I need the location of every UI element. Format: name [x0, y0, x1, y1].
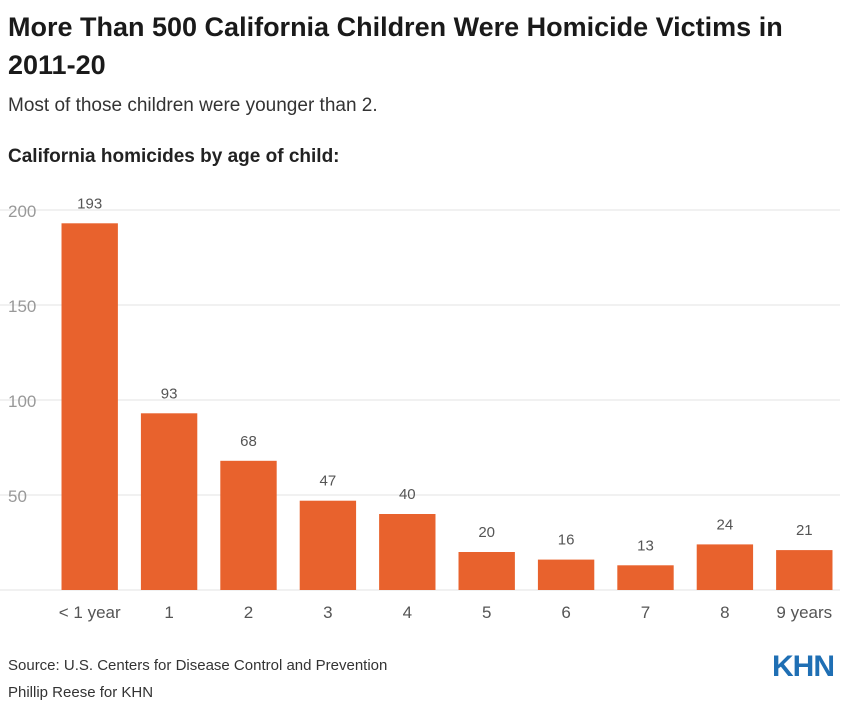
- y-axis-ticks: 50 100 150 200: [8, 202, 36, 506]
- data-label: 93: [161, 385, 178, 402]
- y-tick-label: 150: [8, 297, 36, 316]
- y-tick-label: 100: [8, 392, 36, 411]
- x-tick-label: 2: [244, 603, 253, 622]
- data-labels: 193 93 68 47 40 20 16 13 24 21: [77, 195, 812, 554]
- bar: [537, 559, 595, 590]
- data-label: 20: [478, 524, 495, 541]
- x-tick-label: 3: [323, 603, 332, 622]
- x-axis-ticks: < 1 year 1 2 3 4 5 6 7 8 9 years: [59, 603, 832, 622]
- chart-title: More Than 500 California Children Were H…: [8, 12, 783, 80]
- bar: [617, 565, 674, 590]
- x-tick-label: 4: [403, 603, 412, 622]
- bar: [458, 552, 515, 590]
- source-note: Source: U.S. Centers for Disease Control…: [8, 657, 388, 674]
- bar: [61, 223, 118, 591]
- data-label: 24: [717, 516, 734, 533]
- data-label: 21: [796, 522, 813, 539]
- data-label: 40: [399, 486, 416, 503]
- x-tick-label: 1: [164, 603, 173, 622]
- data-label: 68: [240, 433, 257, 450]
- x-tick-label: 7: [641, 603, 650, 622]
- data-label: 13: [637, 537, 654, 554]
- x-tick-label: 9 years: [776, 603, 832, 622]
- x-tick-label: 5: [482, 603, 491, 622]
- credit-note: Phillip Reese for KHN: [8, 684, 154, 701]
- data-label: 16: [558, 532, 575, 549]
- bars: [61, 223, 833, 591]
- khn-logo: KHN: [772, 650, 835, 683]
- bar: [379, 514, 436, 590]
- y-tick-label: 50: [8, 487, 27, 506]
- x-tick-label: 6: [561, 603, 570, 622]
- bar: [299, 500, 357, 590]
- x-tick-label: 8: [720, 603, 729, 622]
- bar: [140, 413, 198, 590]
- x-tick-label: < 1 year: [59, 603, 121, 622]
- bar: [776, 550, 833, 590]
- chart-subtitle: Most of those children were younger than…: [8, 95, 378, 116]
- data-label: 193: [77, 195, 102, 212]
- data-label: 47: [320, 473, 337, 490]
- y-tick-label: 200: [8, 202, 36, 221]
- bar: [220, 460, 277, 590]
- bar: [696, 544, 754, 590]
- chart-heading: California homicides by age of child:: [8, 146, 340, 167]
